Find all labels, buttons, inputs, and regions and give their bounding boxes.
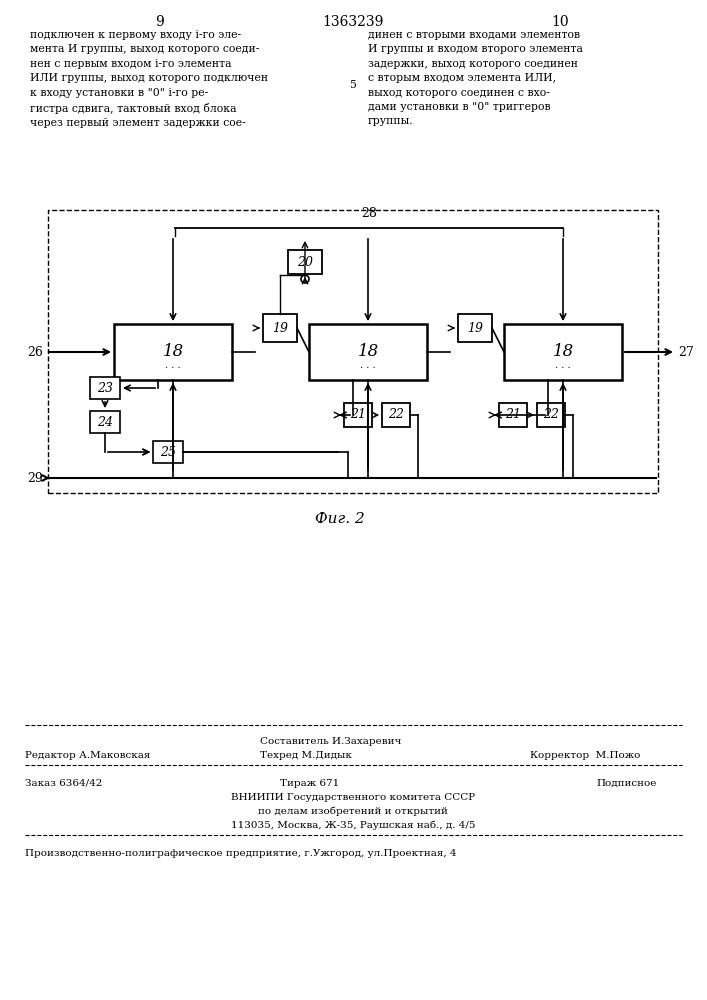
- Bar: [90, 411, 120, 433]
- Text: 1363239: 1363239: [322, 15, 384, 29]
- Bar: [344, 403, 372, 427]
- Text: . . .: . . .: [165, 361, 181, 370]
- Text: Подписное: Подписное: [597, 779, 657, 788]
- Text: 27: 27: [678, 346, 694, 359]
- Text: Корректор  М.Пожо: Корректор М.Пожо: [530, 751, 641, 760]
- Text: 22: 22: [543, 408, 559, 422]
- Text: 21: 21: [505, 408, 521, 422]
- Text: 18: 18: [163, 344, 184, 360]
- Bar: [537, 403, 565, 427]
- Text: 18: 18: [552, 344, 573, 360]
- Bar: [263, 314, 297, 342]
- Text: 21: 21: [350, 408, 366, 422]
- Text: 28: 28: [361, 207, 377, 220]
- Text: 25: 25: [160, 446, 176, 458]
- Bar: [153, 441, 183, 463]
- Text: ВНИИПИ Государственного комитета СССР: ВНИИПИ Государственного комитета СССР: [231, 793, 475, 802]
- Text: . . .: . . .: [555, 361, 571, 370]
- Bar: [382, 403, 410, 427]
- Text: 22: 22: [388, 408, 404, 422]
- Text: по делам изобретений и открытий: по делам изобретений и открытий: [258, 807, 448, 816]
- Text: 9: 9: [156, 15, 164, 29]
- Bar: [90, 377, 120, 399]
- Bar: [504, 324, 622, 380]
- Text: 29: 29: [28, 472, 43, 485]
- Text: 10: 10: [551, 15, 569, 29]
- Bar: [288, 250, 322, 274]
- Text: 5: 5: [349, 80, 356, 90]
- Bar: [458, 314, 492, 342]
- Text: 24: 24: [97, 416, 113, 428]
- Text: 20: 20: [297, 255, 313, 268]
- Text: Составитель И.Захаревич: Составитель И.Захаревич: [260, 737, 402, 746]
- Text: Редактор А.Маковская: Редактор А.Маковская: [25, 751, 151, 760]
- Bar: [48, 210, 658, 493]
- Text: Производственно-полиграфическое предприятие, г.Ужгород, ул.Проектная, 4: Производственно-полиграфическое предприя…: [25, 849, 457, 858]
- Text: подключен к первому входу i-го эле-
мента И группы, выход которого соеди-
нен с : подключен к первому входу i-го эле- мент…: [30, 30, 268, 128]
- Text: Тираж 671: Тираж 671: [281, 779, 339, 788]
- Bar: [499, 403, 527, 427]
- Text: 26: 26: [27, 346, 43, 359]
- Text: . . .: . . .: [360, 361, 376, 370]
- Text: 113035, Москва, Ж-35, Раушская наб., д. 4/5: 113035, Москва, Ж-35, Раушская наб., д. …: [230, 821, 475, 830]
- Text: 19: 19: [272, 322, 288, 334]
- Text: Техред М.Дидык: Техред М.Дидык: [260, 751, 352, 760]
- Text: 18: 18: [357, 344, 379, 360]
- Text: Фиг. 2: Фиг. 2: [315, 512, 365, 526]
- Text: 23: 23: [97, 381, 113, 394]
- Text: 19: 19: [467, 322, 483, 334]
- Bar: [309, 324, 427, 380]
- Text: динен с вторыми входами элементов
И группы и входом второго элемента
задержки, в: динен с вторыми входами элементов И груп…: [368, 30, 583, 126]
- Text: Заказ 6364/42: Заказ 6364/42: [25, 779, 103, 788]
- Bar: [114, 324, 232, 380]
